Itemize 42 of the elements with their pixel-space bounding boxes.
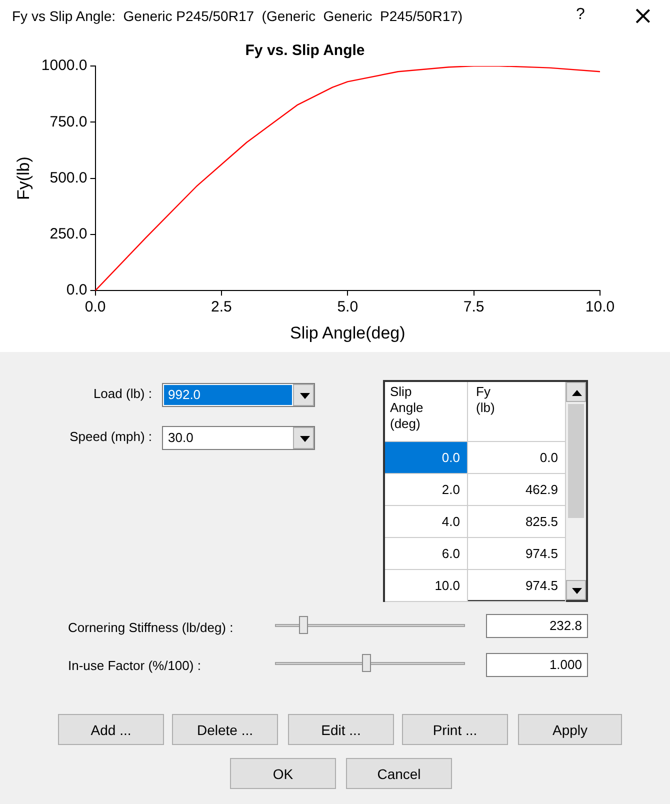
y-tick-label: 750.0 (50, 113, 88, 130)
text: Apply (552, 722, 588, 738)
text: Slip Angle (deg) (390, 384, 424, 432)
text: OK (272, 766, 294, 782)
text: 974.5 (524, 546, 558, 561)
text: 6.0 (440, 546, 460, 561)
x-tick-label: 0.0 (84, 298, 106, 316)
text: Load (lb) : (92, 386, 152, 401)
text: 0.0 (538, 450, 558, 465)
text: Edit ... (321, 722, 361, 738)
x-tick-label: 7.5 (463, 298, 484, 316)
x-axis-title: Slip Angle(deg) (290, 323, 406, 342)
text: 992.0 (168, 387, 201, 402)
text: 0.0 (440, 450, 460, 465)
text: Print ... (432, 722, 478, 738)
text: In-use Factor (%/100) : (68, 658, 201, 673)
x-tick-label: 2.5 (211, 298, 232, 316)
text: Speed (mph) : (68, 429, 152, 444)
text: Cornering Stiffness (lb/deg) : (68, 620, 234, 635)
text: 2.0 (440, 482, 460, 497)
text: 10.0 (434, 578, 460, 593)
text: 4.0 (440, 514, 460, 529)
y-axis-title: Fy(lb) (14, 156, 33, 200)
text: Delete ... (196, 722, 254, 738)
text: 30.0 (168, 430, 194, 445)
text: 232.8 (548, 618, 582, 633)
text: Fy (lb) (476, 384, 496, 416)
y-tick-label: 0.0 (66, 282, 88, 299)
y-tick-label: 250.0 (50, 226, 88, 243)
text: 1.000 (548, 657, 582, 672)
text: Fy vs Slip Angle: Generic P245/50R17 (Generic Generic P245/50R17) (12, 8, 463, 24)
y-tick-label: 500.0 (50, 169, 88, 186)
y-tick-label: 1000.0 (41, 57, 88, 74)
text: 825.5 (524, 514, 558, 529)
text: ? (576, 6, 585, 24)
x-tick-label: 10.0 (585, 298, 615, 316)
text: Add ... (90, 722, 132, 738)
text: 974.5 (524, 578, 558, 593)
chart-title: Fy vs. Slip Angle (245, 42, 365, 60)
text: Cancel (377, 766, 421, 782)
x-tick-label: 5.0 (337, 298, 358, 316)
text: 462.9 (524, 482, 558, 497)
